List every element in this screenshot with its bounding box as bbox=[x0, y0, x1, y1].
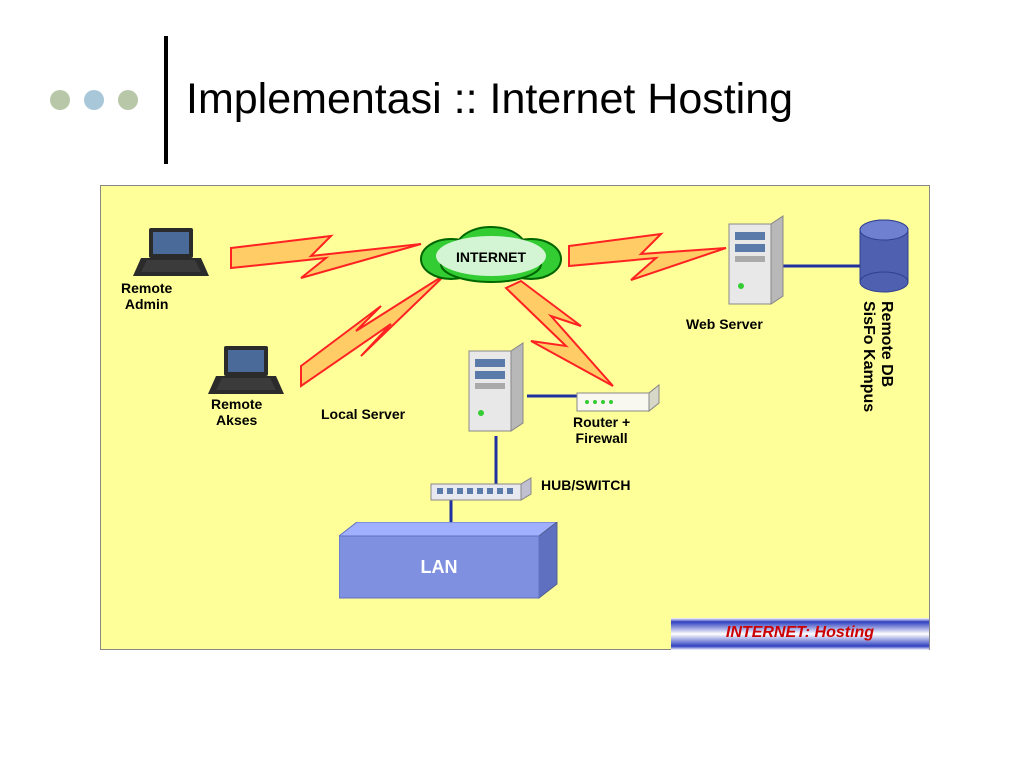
database-icon bbox=[857, 218, 911, 296]
local-server-label: Local Server bbox=[321, 406, 405, 422]
laptop-icon bbox=[206, 344, 286, 400]
web-server-label: Web Server bbox=[686, 316, 763, 332]
server-icon bbox=[721, 214, 791, 314]
remote-admin-laptop bbox=[131, 226, 211, 287]
router-icon bbox=[573, 381, 663, 417]
server-icon bbox=[461, 341, 531, 441]
remote-akses-label: RemoteAkses bbox=[211, 396, 262, 428]
cloud-icon: INTERNET bbox=[411, 224, 571, 284]
header-dots bbox=[50, 90, 138, 110]
dot-icon bbox=[50, 90, 70, 110]
hub-icon bbox=[429, 476, 533, 504]
laptop-icon bbox=[131, 226, 211, 282]
local-server bbox=[461, 341, 531, 446]
router-label: Router +Firewall bbox=[573, 414, 630, 446]
remote-db-label: Remote DBSisFo Kampus bbox=[859, 301, 895, 412]
slide-title: Implementasi :: Internet Hosting bbox=[186, 72, 793, 128]
remote-db bbox=[857, 218, 911, 301]
web-server bbox=[721, 214, 791, 319]
footer-banner: INTERNET: Hosting bbox=[671, 618, 929, 650]
network-diagram: INTERNET RemoteAdmin RemoteAkses bbox=[100, 185, 930, 650]
footer-label: INTERNET: Hosting bbox=[726, 624, 874, 641]
header-vline bbox=[164, 36, 168, 164]
lan-label: LAN bbox=[421, 557, 458, 578]
dot-icon bbox=[84, 90, 104, 110]
cloud-label: INTERNET bbox=[456, 249, 526, 265]
hub-label: HUB/SWITCH bbox=[541, 477, 630, 493]
hub-switch bbox=[429, 476, 533, 509]
dot-icon bbox=[118, 90, 138, 110]
lan-box: LAN bbox=[339, 536, 539, 598]
remote-admin-label: RemoteAdmin bbox=[121, 280, 172, 312]
slide-header: Implementasi :: Internet Hosting bbox=[50, 36, 793, 164]
internet-cloud: INTERNET bbox=[411, 224, 571, 289]
